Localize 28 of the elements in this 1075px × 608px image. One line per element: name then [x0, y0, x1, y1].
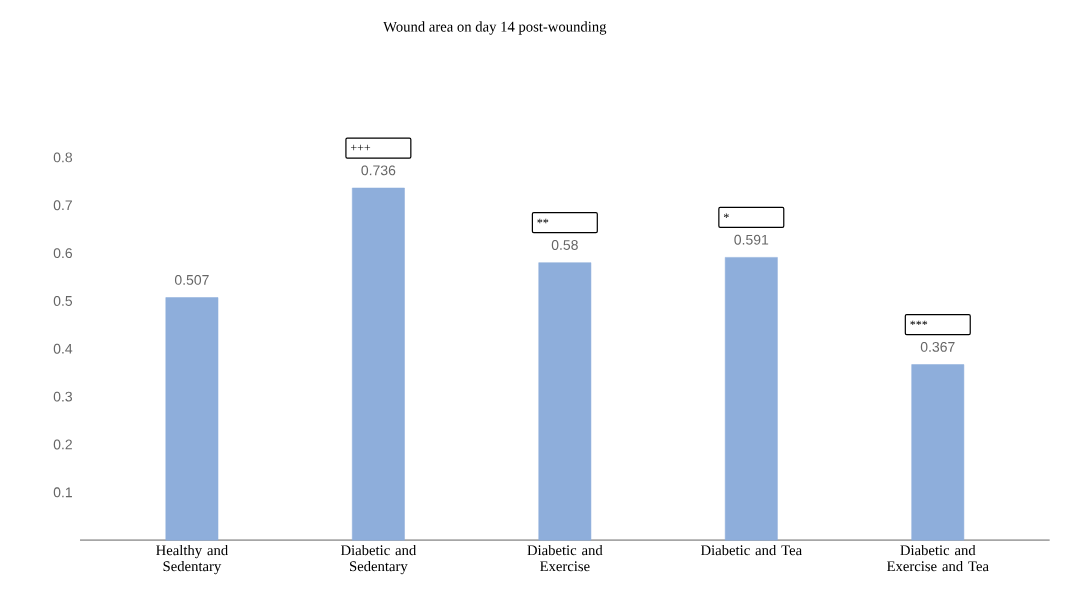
- annotation: *: [723, 213, 729, 218]
- text: +++: [350, 144, 371, 151]
- y-tick-label: 0.5: [53, 295, 73, 306]
- y-tick-label: 0.6: [53, 248, 73, 258]
- data-label: 0.507: [174, 274, 209, 285]
- data-label: 0.736: [361, 165, 396, 176]
- y-tick-label: 0.2: [53, 439, 72, 450]
- x-tick-label: Healthy and Sedentary: [156, 544, 228, 575]
- y-tick-label: 0.8: [53, 152, 73, 163]
- chart-title: Wound area on day 14 post-wounding: [383, 21, 607, 35]
- bar: [538, 262, 592, 541]
- bar: [352, 187, 405, 541]
- data-label: 0.367: [920, 341, 955, 352]
- bar: [911, 364, 965, 541]
- y-tick-label: 0.3: [53, 391, 73, 402]
- data-label: 0.591: [734, 234, 769, 245]
- annotation: ***: [910, 320, 928, 325]
- bar: [165, 297, 219, 541]
- x-tick-label: Diabetic and Exercise: [527, 544, 603, 572]
- x-tick-label: Diabetic and Exercise and Tea: [886, 544, 989, 572]
- bar: [724, 257, 778, 541]
- annotation: **: [537, 218, 549, 224]
- y-tick-label: 0.7: [53, 200, 72, 211]
- x-tick-label: Diabetic and Tea: [700, 544, 802, 556]
- y-tick-label: 0.1: [53, 487, 72, 498]
- x-tick-label: Diabetic and Sedentary: [340, 544, 417, 575]
- y-tick-label: 0.4: [53, 343, 73, 354]
- data-label: 0.58: [551, 239, 578, 250]
